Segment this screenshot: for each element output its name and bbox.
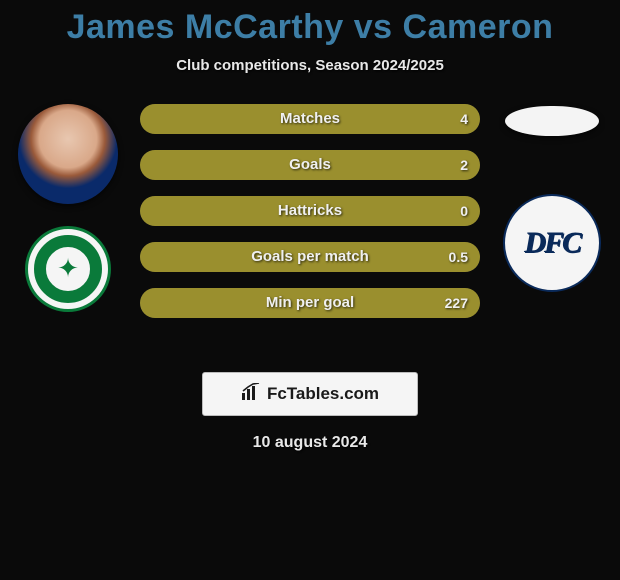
date-label: 10 august 2024 [0, 434, 620, 452]
stat-row: Min per goal227 [140, 288, 480, 318]
stat-value-right: 2 [460, 150, 468, 180]
stat-label: Matches [140, 104, 480, 134]
comparison-panel: DFC Matches4 Goals2 Hattricks0 Goals per ma… [0, 104, 620, 364]
stat-row: Hattricks0 [140, 196, 480, 226]
source-badge: FcTables.com [202, 372, 418, 416]
stat-row: Goals2 [140, 150, 480, 180]
right-club-badge: DFC [503, 194, 601, 292]
left-player-photo [18, 104, 118, 204]
subtitle: Club competitions, Season 2024/2025 [0, 57, 620, 74]
right-player-photo [505, 106, 599, 136]
stat-label: Min per goal [140, 288, 480, 318]
stat-label: Goals per match [140, 242, 480, 272]
stat-label: Goals [140, 150, 480, 180]
right-player-column: DFC [492, 104, 612, 292]
stat-value-right: 227 [445, 288, 468, 318]
page-title: James McCarthy vs Cameron [0, 0, 620, 47]
dundee-badge-text: DFC [524, 226, 580, 260]
stat-label: Hattricks [140, 196, 480, 226]
chart-icon [241, 383, 261, 406]
stat-row: Matches4 [140, 104, 480, 134]
stat-value-right: 0.5 [449, 242, 468, 272]
source-text: FcTables.com [267, 384, 379, 404]
stat-bars: Matches4Goals2Hattricks0Goals per match0… [140, 104, 480, 334]
stat-row: Goals per match0.5 [140, 242, 480, 272]
left-club-badge [25, 226, 111, 312]
stat-value-right: 0 [460, 196, 468, 226]
stat-value-right: 4 [460, 104, 468, 134]
left-player-column [8, 104, 128, 312]
